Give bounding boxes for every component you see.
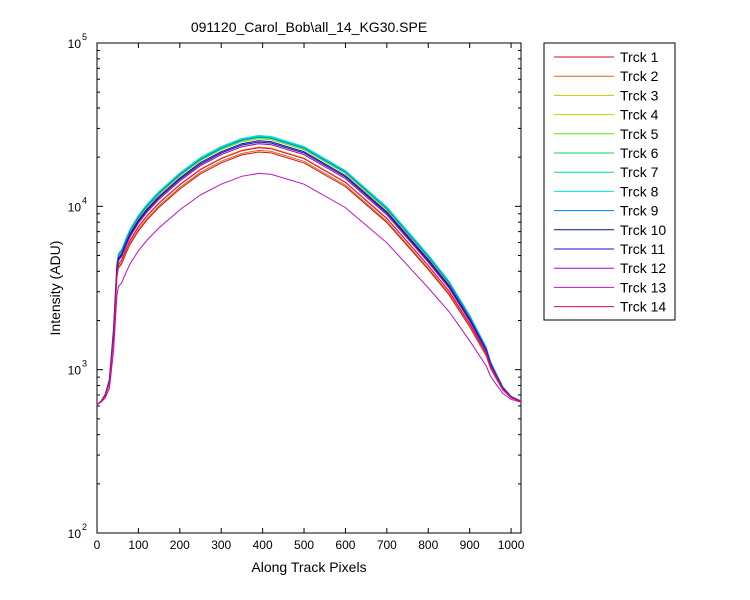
x-axis: 0 100 200 300 400 500 600 700 800 900 1000	[94, 43, 525, 552]
legend: Trck 1 Trck 2 Trck 3 Trck 4 Trck 5 Trck 6 Trck…	[543, 42, 676, 321]
series-line	[96, 143, 522, 406]
x-tick-label: 900	[460, 538, 480, 552]
series-line	[96, 147, 522, 405]
legend-label: Trck 5	[620, 126, 659, 142]
x-tick-label: 300	[211, 538, 231, 552]
legend-items: Trck 1 Trck 2 Trck 3 Trck 4 Trck 5 Trck 6 Trck…	[554, 49, 666, 315]
y-tick-label: 10	[68, 37, 82, 51]
x-axis-label: Along Track Pixels	[251, 559, 366, 575]
y-tick-label: 10	[68, 200, 82, 214]
x-tick-label: 200	[170, 538, 190, 552]
y-tick-exponent: 3	[82, 359, 87, 369]
legend-label: Trck 10	[620, 222, 666, 238]
legend-label: Trck 9	[620, 203, 659, 219]
legend-label: Trck 7	[620, 164, 659, 180]
plot-frame	[96, 42, 522, 534]
y-tick-label: 10	[68, 364, 82, 378]
x-tick-label: 500	[294, 538, 314, 552]
x-tick-label: 400	[253, 538, 273, 552]
x-tick-label: 600	[335, 538, 355, 552]
legend-label: Trck 8	[620, 183, 659, 199]
y-tick-exponent: 4	[82, 195, 87, 205]
legend-box	[543, 42, 676, 321]
series-layer	[96, 134, 522, 406]
legend-label: Trck 3	[620, 87, 659, 103]
x-tick-label: 100	[128, 538, 148, 552]
legend-label: Trck 11	[620, 241, 665, 257]
legend-label: Trck 1	[620, 49, 659, 65]
legend-label: Trck 13	[620, 279, 666, 295]
series-line	[96, 172, 522, 405]
legend-label: Trck 2	[620, 68, 659, 84]
y-tick-exponent: 5	[82, 32, 87, 42]
legend-label: Trck 12	[620, 260, 666, 276]
plot-area	[96, 42, 522, 534]
y-tick-label: 10	[68, 527, 82, 541]
legend-label: Trck 4	[620, 107, 659, 123]
y-tick-exponent: 2	[82, 522, 87, 532]
x-tick-label: 800	[418, 538, 438, 552]
chart-title: 091120_Carol_Bob\all_14_KG30.SPE	[191, 19, 427, 35]
x-tick-label: 1000	[498, 538, 525, 552]
x-tick-label: 0	[94, 538, 101, 552]
legend-label: Trck 6	[620, 145, 659, 161]
x-tick-label: 700	[377, 538, 397, 552]
legend-label: Trck 14	[620, 299, 666, 315]
y-axis-label: Intensity (ADU)	[47, 241, 63, 336]
